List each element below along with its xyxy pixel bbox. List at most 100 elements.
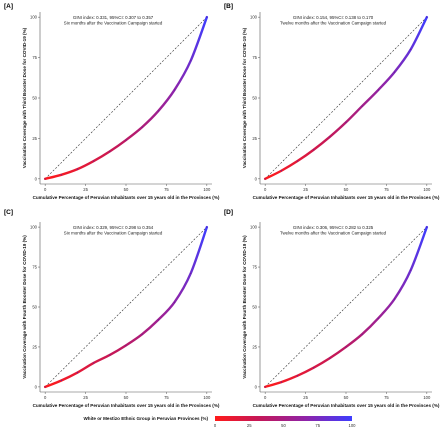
x-axis-title: Cumulative Percentage of Peruvian Inhabi… <box>33 403 220 408</box>
y-tick-label: 0 <box>255 384 258 389</box>
x-axis-title: Cumulative Percentage of Peruvian Inhabi… <box>253 195 440 200</box>
x-tick-label: 0 <box>44 395 47 400</box>
data-point <box>345 121 347 123</box>
x-tick-label: 25 <box>303 187 308 192</box>
data-point <box>393 71 396 73</box>
panel-letter: [D] <box>224 209 233 216</box>
data-point <box>125 344 127 346</box>
data-point <box>190 60 192 62</box>
x-tick-label: 100 <box>423 395 431 400</box>
legend-tick-label: 75 <box>315 423 320 428</box>
chart-panel: [A] 0 25 50 75 100 0 25 50 75 100 Cumulative Percen… <box>4 3 220 200</box>
x-tick-label: 100 <box>203 187 211 192</box>
legend-tick-label: 100 <box>349 423 357 428</box>
data-point <box>206 226 208 228</box>
data-point <box>157 319 159 321</box>
data-point <box>76 168 79 170</box>
legend-tick-label: 50 <box>281 423 286 428</box>
data-point <box>264 386 266 388</box>
y-tick-label: 100 <box>30 225 38 230</box>
x-tick-label: 75 <box>384 395 389 400</box>
data-point <box>313 367 315 369</box>
data-point <box>141 126 143 128</box>
legend-title: White or Mestizo Ethnic Group in Peruvia… <box>83 416 208 421</box>
panel-letter: [B] <box>224 3 233 10</box>
legend-tick-label: 0 <box>214 423 217 428</box>
legend-tick-label: 25 <box>247 423 252 428</box>
data-point <box>280 170 282 172</box>
x-tick-label: 0 <box>264 187 267 192</box>
y-tick-label: 75 <box>252 265 257 270</box>
data-point <box>361 105 363 107</box>
equality-line <box>44 16 208 180</box>
data-point <box>173 301 176 303</box>
y-axis-title: Vaccination Coverage with Fourth Booster… <box>242 235 247 379</box>
x-tick-label: 25 <box>303 395 308 400</box>
y-tick-label: 25 <box>252 136 257 141</box>
x-tick-label: 50 <box>124 395 129 400</box>
chart-panel: [B] 0 25 50 75 100 0 25 50 75 100 Cumulative Percen… <box>224 3 440 200</box>
period-annotation: Twelve months after the Vaccination Camp… <box>280 21 387 26</box>
legend: White or Mestizo Ethnic Group in Peruvia… <box>83 416 356 428</box>
period-annotation: Six months after the Vaccination Campaig… <box>64 21 163 26</box>
data-point <box>76 371 79 374</box>
data-point <box>44 178 46 180</box>
data-point <box>190 272 192 275</box>
x-tick-label: 50 <box>124 187 129 192</box>
x-tick-label: 100 <box>423 187 431 192</box>
data-point <box>329 357 331 359</box>
y-tick-label: 0 <box>35 384 38 389</box>
y-tick-label: 50 <box>252 305 257 310</box>
x-tick-label: 75 <box>164 187 169 192</box>
data-point <box>141 333 143 335</box>
data-point <box>93 160 95 162</box>
x-tick-label: 0 <box>264 395 267 400</box>
panel-letter: [A] <box>4 3 13 10</box>
data-point <box>426 16 428 18</box>
data-point <box>60 174 62 176</box>
gini-annotation: GINI index: 0.306, 95%CI: 0.282 to 0.325 <box>293 225 374 230</box>
data-point <box>157 110 159 112</box>
gini-annotation: GINI index: 0.154, 95%CI: 0.138 to 0.170 <box>293 15 374 20</box>
data-point <box>410 48 412 51</box>
y-tick-label: 75 <box>252 55 257 60</box>
y-tick-label: 0 <box>35 176 38 181</box>
x-tick-label: 50 <box>344 395 349 400</box>
data-point <box>426 226 428 228</box>
x-tick-label: 25 <box>83 187 88 192</box>
data-point <box>377 89 379 91</box>
equality-line <box>264 16 428 180</box>
period-annotation: Six months after the Vaccination Campaig… <box>64 231 163 236</box>
x-axis-title: Cumulative Percentage of Peruvian Inhabi… <box>253 403 440 408</box>
y-tick-label: 100 <box>30 15 38 20</box>
panel-letter: [C] <box>4 209 13 216</box>
data-point <box>313 149 315 151</box>
data-point <box>296 160 299 162</box>
x-tick-label: 50 <box>344 187 349 192</box>
data-point <box>109 150 111 152</box>
legend-colorbar <box>215 416 352 421</box>
x-axis-title: Cumulative Percentage of Peruvian Inhabi… <box>33 195 220 200</box>
y-tick-label: 25 <box>32 136 37 141</box>
y-tick-label: 100 <box>250 225 258 230</box>
data-point <box>206 16 208 18</box>
data-point <box>410 269 412 271</box>
data-point <box>361 333 363 335</box>
data-point <box>44 386 46 388</box>
y-axis-title: Vaccination Coverage with Third Booster … <box>22 27 27 168</box>
y-tick-label: 50 <box>32 305 37 310</box>
gini-annotation: GINI index: 0.329, 95%CI: 0.298 to 0.354 <box>73 225 154 230</box>
y-tick-label: 75 <box>32 265 37 270</box>
y-tick-label: 100 <box>250 15 258 20</box>
data-point <box>377 317 379 319</box>
data-point <box>60 379 62 382</box>
y-tick-label: 50 <box>32 96 37 101</box>
period-annotation: Twelve months after the Vaccination Camp… <box>280 231 387 236</box>
x-tick-label: 100 <box>203 395 211 400</box>
gini-annotation: GINI index: 0.331, 95%CI: 0.307 to 0.357 <box>73 15 154 20</box>
x-tick-label: 75 <box>384 187 389 192</box>
equality-line <box>44 226 208 388</box>
data-point <box>329 136 331 138</box>
data-point <box>125 139 127 141</box>
